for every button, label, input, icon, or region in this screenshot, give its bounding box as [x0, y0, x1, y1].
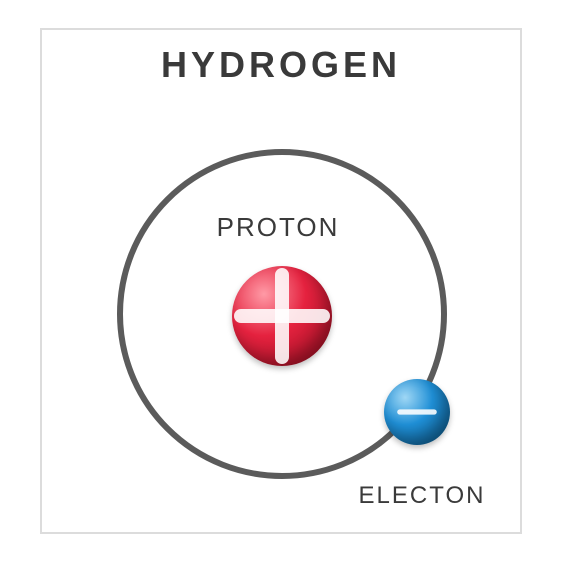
plus-icon [232, 266, 332, 366]
proton-sphere [232, 266, 332, 366]
electron-label: ELECTON [359, 482, 486, 510]
element-title: HYDROGEN [161, 44, 401, 86]
electron-sphere [384, 379, 450, 445]
diagram-frame: HYDROGEN PROTON ELECTON [40, 28, 522, 534]
minus-icon [384, 379, 450, 445]
proton-label: PROTON [217, 212, 340, 243]
